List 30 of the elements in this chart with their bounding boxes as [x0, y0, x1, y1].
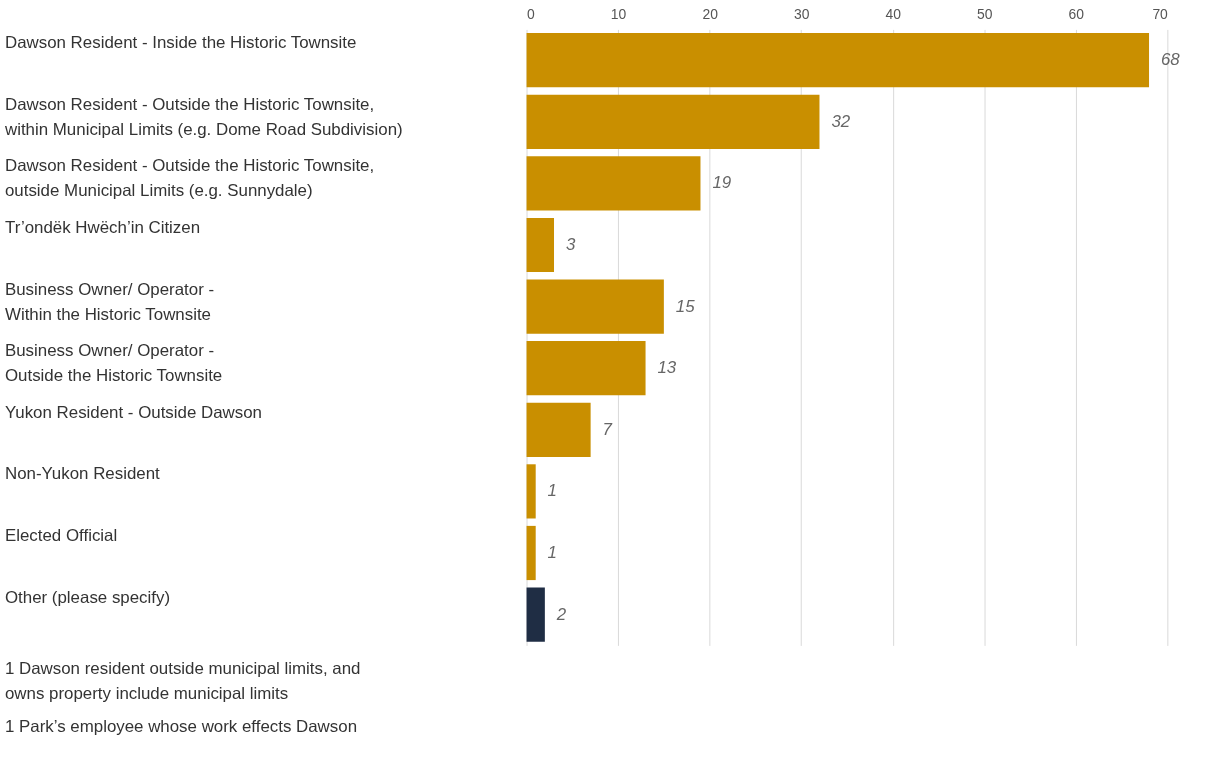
x-tick-label: 30: [793, 5, 810, 22]
y-tick-label: Business Owner/ Operator - Within the Historic Townsite: [4, 279, 215, 324]
y-tick-label: Dawson Resident - Inside the Historic Townsite: [4, 33, 357, 53]
y-tick-label: Elected Official: [4, 526, 118, 546]
data-label: 19: [712, 173, 732, 193]
data-label: 32: [831, 111, 851, 131]
text: 1 Dawson resident outside municipal limits, and owns property include municipal limits: [4, 659, 361, 704]
x-tick-label: 60: [1068, 5, 1085, 22]
data-label: 7: [602, 419, 613, 439]
x-tick-label: 0: [527, 5, 536, 22]
y-tick-label: Yukon Resident - Outside Dawson: [4, 402, 262, 422]
y-tick-label: Dawson Resident - Outside the Historic Townsite, within Municipal Limits (e.g. Dome Road Subdivision): [3, 94, 403, 139]
data-label: 1: [547, 542, 558, 562]
data-label: 1: [547, 481, 558, 501]
data-label: 68: [1160, 50, 1181, 70]
data-label: 2: [555, 604, 567, 624]
x-tick-label: 20: [702, 5, 719, 22]
x-tick-label: 40: [885, 5, 902, 22]
y-tick-label: Tr’ondëk Hwëch’in Citizen: [4, 218, 201, 238]
text: 1 Park’s employee whose work effects Dawson: [4, 716, 358, 736]
x-tick-label: 50: [977, 5, 993, 22]
y-tick-label: Other (please specify): [4, 587, 171, 607]
x-tick-label: 10: [610, 5, 627, 22]
data-label: 15: [675, 296, 696, 316]
data-label: 3: [565, 234, 576, 254]
x-tick-label: 70: [1152, 5, 1169, 22]
y-tick-label: Dawson Resident - Outside the Historic Townsite, outside Municipal Limits (e.g. Sunnydale): [4, 156, 375, 201]
y-tick-label: Non-Yukon Resident: [4, 464, 161, 484]
y-tick-label: Business Owner/ Operator - Outside the Historic Townsite: [4, 341, 223, 386]
data-label: 13: [657, 358, 677, 378]
